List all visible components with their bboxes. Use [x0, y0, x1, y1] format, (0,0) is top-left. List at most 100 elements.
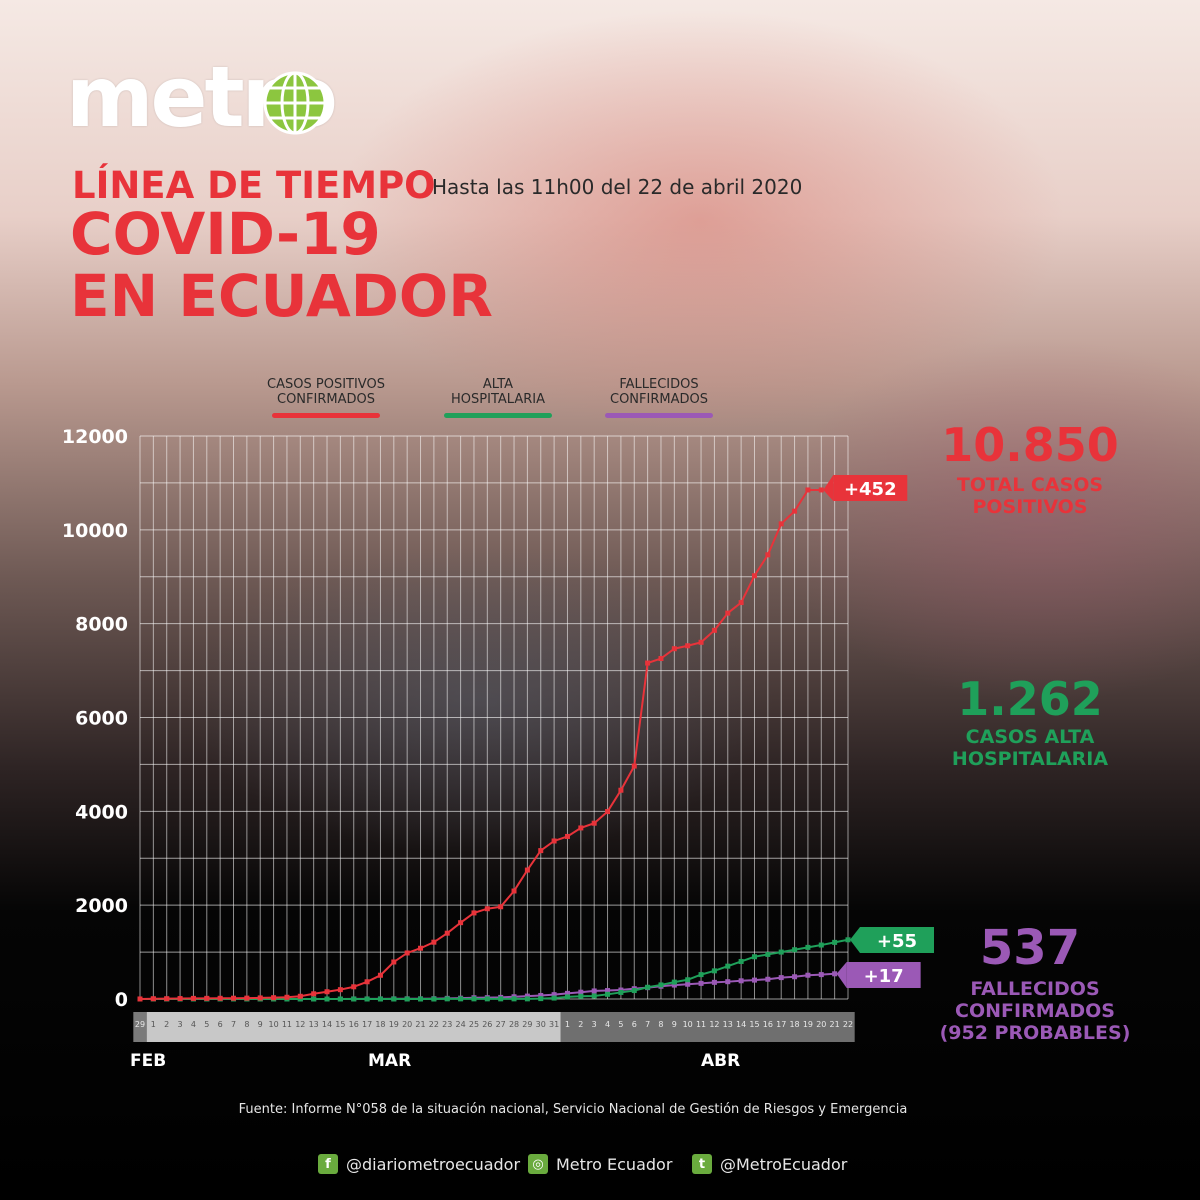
data-point — [751, 977, 757, 983]
x-day-label: 6 — [632, 1020, 637, 1029]
legend-deaths-line2: CONFIRMADOS — [610, 392, 708, 407]
data-point — [738, 978, 744, 984]
globe-icon — [263, 71, 327, 135]
x-day-label: 30 — [536, 1020, 546, 1029]
month-label: MAR — [368, 1051, 411, 1071]
data-point — [498, 996, 504, 1002]
data-point — [391, 996, 397, 1002]
data-point — [484, 906, 490, 912]
x-day-label: 15 — [335, 1020, 345, 1029]
data-point — [778, 949, 784, 955]
end-badge — [846, 962, 921, 988]
data-point — [404, 996, 410, 1002]
end-badge-label: +17 — [864, 966, 904, 987]
data-point — [431, 996, 437, 1002]
legend-discharged-line1: ALTA — [482, 377, 514, 392]
data-point — [284, 994, 290, 1000]
data-point — [578, 989, 584, 995]
x-day-label: 23 — [442, 1020, 452, 1029]
data-point — [792, 974, 798, 980]
data-point — [164, 996, 170, 1002]
data-point — [578, 993, 584, 999]
data-point — [177, 996, 183, 1002]
data-point — [605, 809, 611, 815]
data-point — [204, 995, 210, 1001]
x-day-label: 12 — [709, 1020, 719, 1029]
data-point — [805, 972, 811, 978]
x-day-label: 22 — [843, 1020, 853, 1029]
data-point — [364, 996, 370, 1002]
data-point — [751, 573, 757, 579]
data-point — [725, 963, 731, 969]
data-point — [591, 993, 597, 999]
data-point — [337, 987, 343, 993]
deaths-label-line2: CONFIRMADOS — [955, 1000, 1115, 1022]
x-day-label: 1 — [565, 1020, 570, 1029]
x-day-label: 25 — [469, 1020, 479, 1029]
end-badge — [833, 475, 908, 501]
deaths-total-label: FALLECIDOS CONFIRMADOS (952 PROBABLES) — [900, 978, 1170, 1044]
x-day-label: 6 — [218, 1020, 223, 1029]
y-tick-label: 2000 — [75, 895, 128, 917]
x-day-label: 20 — [402, 1020, 412, 1029]
data-point — [738, 600, 744, 606]
date-strip-feb — [133, 1012, 147, 1042]
data-point — [217, 995, 223, 1001]
data-point — [137, 996, 143, 1002]
legend-cases: CASOS POSITIVOS CONFIRMADOS — [251, 377, 401, 418]
data-point — [244, 995, 250, 1001]
data-point — [297, 996, 303, 1002]
x-day-label: 19 — [803, 1020, 813, 1029]
x-day-label: 5 — [618, 1020, 623, 1029]
social-instagram[interactable]: ◎ Metro Ecuador — [528, 1154, 672, 1174]
data-point — [364, 979, 370, 985]
data-point — [311, 991, 317, 997]
data-point — [792, 947, 798, 953]
data-point — [471, 910, 477, 916]
x-day-label: 16 — [349, 1020, 359, 1029]
x-day-label: 7 — [645, 1020, 650, 1029]
social-facebook[interactable]: f @diariometroecuador — [318, 1154, 520, 1174]
data-point — [538, 996, 544, 1002]
data-point — [618, 989, 624, 995]
data-point — [551, 995, 557, 1001]
cases-total: 10.850 — [941, 418, 1119, 472]
data-point — [618, 787, 624, 793]
x-day-label: 7 — [231, 1020, 236, 1029]
data-point — [645, 660, 651, 666]
data-point — [564, 990, 570, 996]
data-point — [845, 937, 851, 943]
data-point — [458, 920, 464, 926]
data-point — [391, 959, 397, 965]
data-point — [725, 979, 731, 985]
x-day-label: 14 — [736, 1020, 746, 1029]
data-point — [498, 904, 504, 910]
data-point — [631, 763, 637, 769]
month-label: FEB — [130, 1051, 166, 1071]
data-point — [418, 996, 424, 1002]
date-subtitle: Hasta las 11h00 del 22 de abril 2020 — [432, 175, 803, 199]
y-tick-label: 8000 — [75, 614, 128, 636]
deaths-label-line1: FALLECIDOS — [970, 978, 1100, 1000]
x-day-label: 3 — [592, 1020, 597, 1029]
data-point — [564, 994, 570, 1000]
cases-label-line1: TOTAL CASOS — [956, 474, 1104, 496]
x-day-label: 1 — [151, 1020, 156, 1029]
facebook-icon: f — [318, 1154, 338, 1174]
data-point — [377, 996, 383, 1002]
data-point — [231, 995, 237, 1001]
social-twitter[interactable]: t @MetroEcuador — [692, 1154, 847, 1174]
legend-discharged: ALTA HOSPITALARIA — [423, 377, 573, 418]
month-label: ABR — [701, 1051, 740, 1071]
end-badge-label: +452 — [844, 479, 897, 500]
data-point — [818, 972, 824, 978]
x-day-label: 11 — [282, 1020, 292, 1029]
series-line — [139, 488, 822, 1000]
series-line — [140, 938, 849, 1000]
data-point — [524, 867, 530, 873]
x-day-label: 16 — [763, 1020, 773, 1029]
discharged-label-line2: HOSPITALARIA — [951, 748, 1109, 770]
x-day-label: 17 — [776, 1020, 786, 1029]
x-day-label: 17 — [362, 1020, 372, 1029]
x-day-label: 2 — [578, 1020, 583, 1029]
